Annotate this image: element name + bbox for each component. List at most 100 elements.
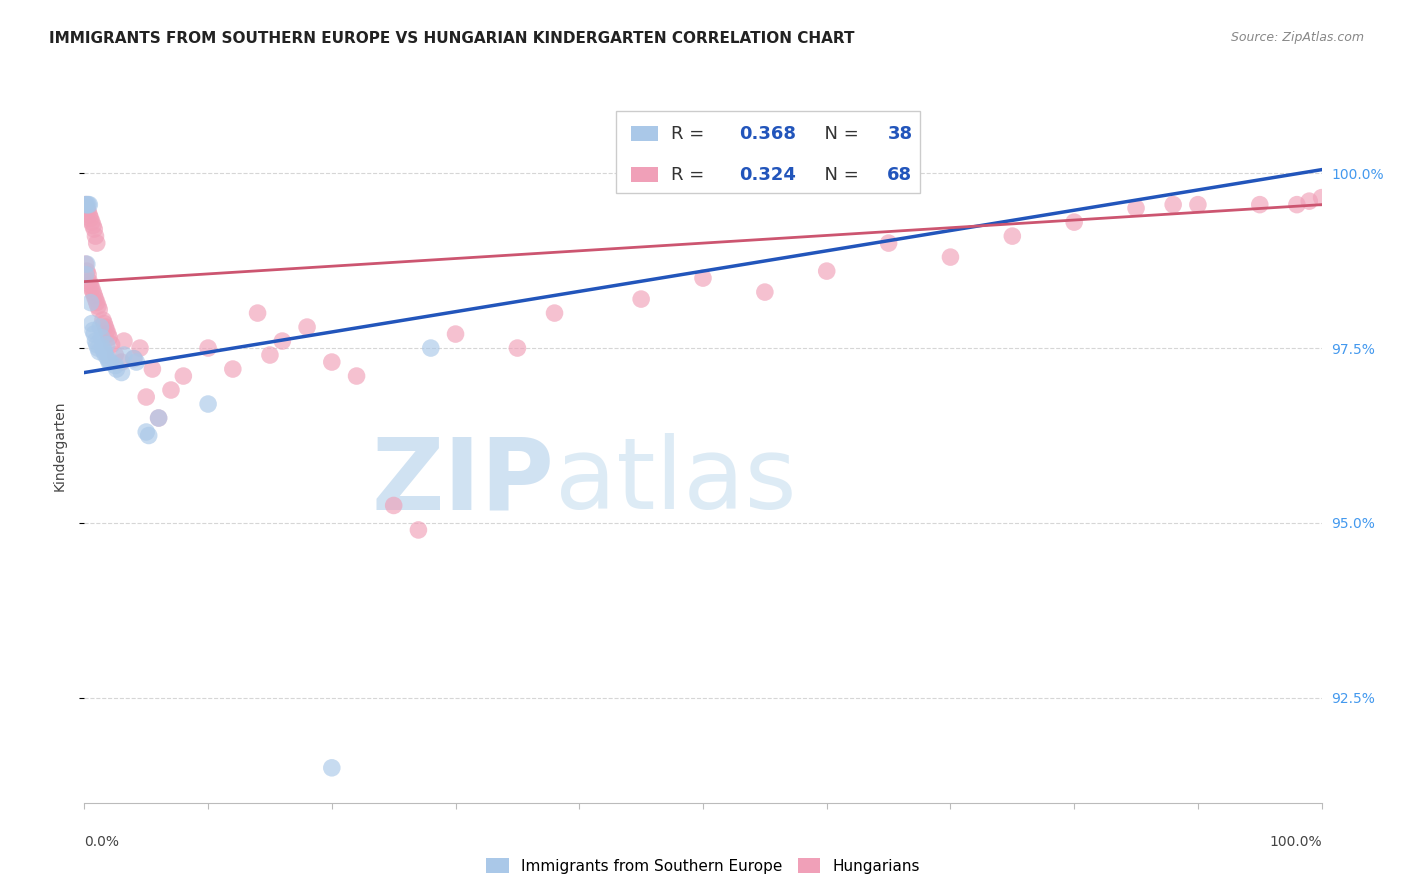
Point: [105, 362, 128, 376]
Point: [83, 327, 105, 342]
Point: [321, 355, 343, 369]
Point: [815, 264, 838, 278]
Point: [79, 211, 101, 226]
Point: [82, 324, 104, 338]
Point: [79, 208, 101, 222]
Point: [83, 288, 105, 302]
Point: [104, 359, 127, 373]
Point: [84, 292, 107, 306]
Point: [110, 366, 132, 380]
Text: ZIP: ZIP: [371, 434, 554, 530]
Point: [148, 411, 170, 425]
Point: [76, 257, 98, 271]
Point: [75, 257, 97, 271]
Text: R =: R =: [671, 125, 710, 143]
Point: [112, 348, 135, 362]
Point: [98, 355, 121, 369]
Point: [79, 295, 101, 310]
Point: [89, 302, 111, 317]
Point: [76, 201, 98, 215]
Point: [87, 341, 110, 355]
Point: [543, 306, 565, 320]
Text: IMMIGRANTS FROM SOUTHERN EUROPE VS HUNGARIAN KINDERGARTEN CORRELATION CHART: IMMIGRANTS FROM SOUTHERN EUROPE VS HUNGA…: [49, 31, 855, 46]
Point: [295, 320, 318, 334]
Point: [97, 327, 120, 342]
Text: 68: 68: [887, 166, 912, 184]
Point: [259, 348, 281, 362]
Text: Source: ZipAtlas.com: Source: ZipAtlas.com: [1230, 31, 1364, 45]
Point: [76, 264, 98, 278]
Point: [630, 292, 652, 306]
Point: [82, 285, 104, 299]
Point: [75, 268, 97, 282]
Point: [83, 222, 105, 236]
Point: [271, 334, 294, 348]
Point: [141, 362, 163, 376]
Text: 0.324: 0.324: [740, 166, 796, 184]
Point: [77, 197, 100, 211]
Point: [1187, 197, 1209, 211]
Point: [125, 355, 148, 369]
Point: [77, 268, 100, 282]
Point: [138, 428, 160, 442]
Point: [1063, 215, 1085, 229]
Text: 38: 38: [887, 125, 912, 143]
Point: [76, 197, 98, 211]
Point: [80, 317, 103, 331]
Text: N =: N =: [813, 125, 865, 143]
Legend: Immigrants from Southern Europe, Hungarians: Immigrants from Southern Europe, Hungari…: [479, 852, 927, 880]
Point: [1125, 201, 1147, 215]
Point: [79, 275, 101, 289]
Text: atlas: atlas: [554, 434, 796, 530]
Point: [93, 344, 115, 359]
Point: [79, 197, 101, 211]
Point: [197, 397, 219, 411]
Point: [97, 351, 120, 366]
Point: [84, 229, 107, 244]
Point: [112, 334, 135, 348]
Point: [94, 348, 117, 362]
Point: [444, 327, 467, 342]
Point: [506, 341, 529, 355]
Point: [82, 219, 104, 233]
Point: [321, 761, 343, 775]
Point: [408, 523, 430, 537]
Point: [96, 324, 118, 338]
Point: [89, 344, 111, 359]
Text: R =: R =: [671, 166, 710, 184]
Point: [98, 330, 121, 344]
Point: [939, 250, 962, 264]
Point: [100, 337, 122, 351]
Point: [122, 351, 145, 366]
Y-axis label: Kindergarten: Kindergarten: [52, 401, 66, 491]
Point: [86, 337, 108, 351]
Point: [382, 499, 405, 513]
Point: [877, 236, 900, 251]
FancyBboxPatch shape: [631, 167, 658, 183]
Point: [91, 313, 114, 327]
Point: [110, 355, 132, 369]
Point: [90, 330, 112, 344]
Point: [94, 320, 117, 334]
Point: [98, 355, 121, 369]
Point: [346, 369, 368, 384]
Point: [135, 425, 157, 439]
Point: [148, 411, 170, 425]
Point: [419, 341, 441, 355]
FancyBboxPatch shape: [631, 126, 658, 142]
Text: N =: N =: [813, 166, 865, 184]
Point: [160, 383, 183, 397]
FancyBboxPatch shape: [616, 111, 920, 193]
Point: [1310, 191, 1333, 205]
Point: [75, 197, 97, 211]
Point: [754, 285, 776, 299]
Text: 100.0%: 100.0%: [1270, 835, 1322, 849]
Text: 0.368: 0.368: [740, 125, 796, 143]
Point: [75, 197, 97, 211]
Point: [172, 369, 194, 384]
Point: [77, 204, 100, 219]
Point: [1161, 197, 1184, 211]
Point: [91, 341, 114, 355]
Text: 0.0%: 0.0%: [84, 835, 120, 849]
Point: [1285, 197, 1308, 211]
